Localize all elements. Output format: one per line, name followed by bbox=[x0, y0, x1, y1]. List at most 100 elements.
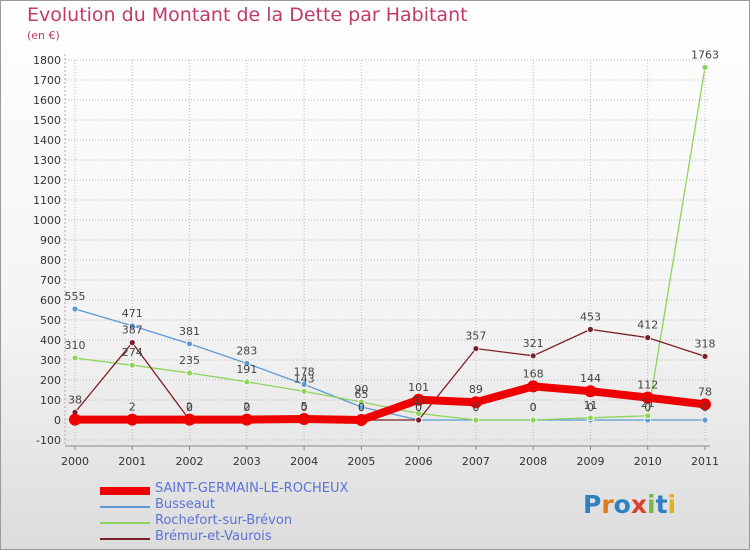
data-label: 143 bbox=[294, 372, 315, 385]
logo-letter: t bbox=[655, 490, 668, 519]
data-label: 412 bbox=[637, 319, 658, 332]
data-label: 5 bbox=[301, 400, 308, 413]
legend-label: Brémur-et-Vaurois bbox=[155, 529, 272, 544]
data-label: 283 bbox=[236, 344, 257, 357]
logo-letter: r bbox=[601, 490, 614, 519]
data-label: 78 bbox=[698, 385, 712, 398]
data-point bbox=[412, 393, 425, 406]
x-tick-label: 2001 bbox=[118, 455, 146, 468]
series bbox=[69, 64, 711, 426]
data-label: 38 bbox=[68, 393, 82, 406]
y-tick-label: 300 bbox=[40, 354, 61, 367]
data-point bbox=[529, 352, 537, 360]
data-label: 0 bbox=[186, 401, 193, 414]
data-label: 2 bbox=[129, 401, 136, 414]
y-tick-label: 1800 bbox=[33, 54, 61, 67]
data-label: 0 bbox=[644, 401, 651, 414]
y-tick-label: 1500 bbox=[33, 114, 61, 127]
logo-letter: i bbox=[647, 490, 656, 519]
x-tick-label: 2005 bbox=[347, 455, 375, 468]
legend-label: Rochefort-sur-Brévon bbox=[155, 513, 293, 528]
data-point bbox=[699, 398, 711, 411]
data-label: 65 bbox=[354, 388, 368, 401]
y-tick-label: 0 bbox=[54, 414, 61, 427]
data-label: 33 bbox=[412, 394, 426, 407]
data-label: 90 bbox=[354, 383, 368, 396]
y-tick-label: 1000 bbox=[33, 214, 61, 227]
data-point bbox=[644, 334, 652, 342]
data-point bbox=[186, 340, 193, 348]
data-point bbox=[472, 416, 480, 424]
legend-swatch bbox=[100, 522, 150, 524]
data-point bbox=[240, 413, 253, 426]
data-label: 357 bbox=[465, 330, 486, 343]
data-point bbox=[71, 354, 79, 362]
data-label: 89 bbox=[469, 383, 483, 396]
data-point bbox=[644, 412, 652, 420]
data-point bbox=[587, 414, 594, 422]
data-point bbox=[243, 359, 251, 367]
data-point bbox=[641, 391, 654, 404]
data-label: 471 bbox=[122, 307, 143, 320]
data-point bbox=[415, 416, 423, 424]
data-point bbox=[584, 385, 597, 398]
data-label: 0 bbox=[301, 401, 308, 414]
y-tick-label: 1300 bbox=[33, 154, 61, 167]
data-point bbox=[469, 396, 482, 409]
series-line bbox=[74, 328, 706, 421]
data-label: 0 bbox=[415, 401, 422, 414]
legend-swatch bbox=[100, 487, 150, 495]
x-tick-label: 2000 bbox=[61, 455, 89, 468]
y-tick-label: 600 bbox=[40, 294, 61, 307]
data-point bbox=[701, 416, 709, 424]
data-label: 2 bbox=[186, 401, 193, 414]
data-label: 0 bbox=[472, 401, 479, 414]
data-label: 0 bbox=[358, 401, 365, 414]
data-label: 321 bbox=[523, 337, 544, 350]
data-label: 235 bbox=[179, 354, 200, 367]
series-line bbox=[75, 382, 706, 424]
data-label: 144 bbox=[580, 372, 601, 385]
legend-swatch bbox=[100, 538, 150, 540]
logo-letter: i bbox=[667, 490, 677, 519]
data-point bbox=[71, 305, 79, 313]
data-point bbox=[126, 413, 139, 426]
data-label: 0 bbox=[530, 401, 537, 414]
data-label: 2 bbox=[243, 401, 250, 414]
data-label: 0 bbox=[243, 401, 250, 414]
logo-letter: o bbox=[613, 490, 631, 519]
x-tick-label: 2008 bbox=[519, 455, 547, 468]
y-tick-label: 800 bbox=[40, 254, 61, 267]
data-label: 191 bbox=[236, 363, 257, 376]
data-point bbox=[415, 409, 423, 417]
data-point bbox=[128, 322, 136, 330]
y-tick-label: 700 bbox=[40, 274, 61, 287]
data-label: 387 bbox=[122, 324, 143, 337]
data-label: 0 bbox=[587, 401, 594, 414]
x-tick-label: 2002 bbox=[176, 455, 204, 468]
logo-letter: P bbox=[583, 490, 602, 519]
data-point bbox=[355, 414, 368, 426]
data-point bbox=[357, 398, 365, 406]
data-label: 555 bbox=[65, 290, 86, 303]
axes: -100010020030040050060070080090010001100… bbox=[33, 54, 719, 468]
data-point bbox=[183, 413, 196, 426]
y-tick-label: 900 bbox=[40, 234, 61, 247]
data-label: 0 bbox=[702, 401, 709, 414]
y-tick-label: 1400 bbox=[33, 134, 61, 147]
chart-title: Evolution du Montant de la Dette par Hab… bbox=[27, 4, 468, 26]
data-point bbox=[701, 352, 709, 360]
y-tick-label: 1100 bbox=[33, 194, 61, 207]
series-line bbox=[74, 308, 705, 421]
data-label: 0 bbox=[472, 401, 479, 414]
data-label: 0 bbox=[358, 401, 365, 414]
y-tick-label: 400 bbox=[40, 334, 61, 347]
y-tick-label: 1200 bbox=[33, 174, 61, 187]
y-tick-label: 200 bbox=[40, 374, 61, 387]
y-tick-label: 100 bbox=[40, 394, 61, 407]
proxiti-logo: Proxiti bbox=[583, 490, 676, 519]
legend-swatch bbox=[100, 506, 150, 508]
